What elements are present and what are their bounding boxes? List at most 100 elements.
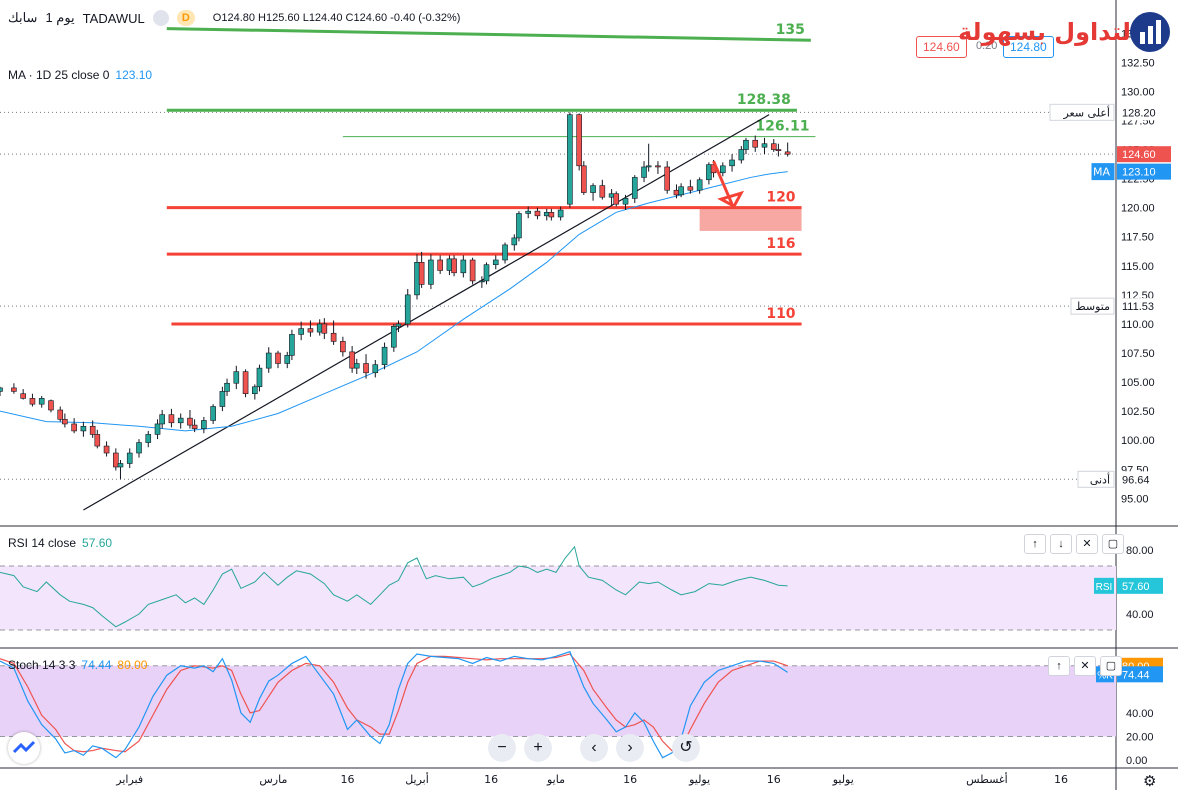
- candle-body: [511, 237, 518, 246]
- candle-body: [321, 323, 328, 334]
- candle-body: [340, 341, 346, 353]
- candle-body: [289, 334, 295, 356]
- candle-body: [622, 198, 629, 205]
- candle-body: [664, 166, 671, 191]
- candle-body: [381, 346, 388, 365]
- candle-body: [483, 264, 490, 282]
- candle-body: [761, 143, 768, 148]
- candle-body: [743, 139, 749, 150]
- price-tick-label: 110.00: [1121, 319, 1154, 331]
- candle-body: [645, 165, 652, 168]
- candle-body: [191, 424, 198, 429]
- candle-body: [673, 189, 680, 196]
- zoom-out-icon[interactable]: −: [488, 734, 516, 762]
- price-tag-bg-avg: [1070, 297, 1115, 315]
- ma-legend[interactable]: MA · 1D 25 close 0 123.10: [8, 68, 152, 82]
- price-label-avg: 111.53: [1122, 301, 1154, 313]
- rsi-value-bg: [1117, 577, 1163, 594]
- stoch-band: [0, 665, 1116, 737]
- candle-body: [80, 425, 87, 432]
- candle-body: [265, 352, 272, 369]
- ohlc-values: O124.80 H125.60 L124.40 C124.60 -0.40 (-…: [212, 12, 461, 24]
- price-label-bg-high: [1117, 104, 1171, 121]
- candle-body: [696, 179, 703, 191]
- sell-button[interactable]: 124.60: [916, 36, 967, 58]
- rsi-value: 57.60: [1122, 581, 1150, 593]
- rsi-legend[interactable]: RSI 14 close 57.60: [8, 536, 112, 550]
- close-icon[interactable]: ✕: [1074, 656, 1096, 676]
- level-line-135: [166, 27, 811, 42]
- gear-icon[interactable]: ⚙: [1143, 773, 1157, 790]
- buy-button[interactable]: 124.80: [1003, 36, 1054, 58]
- candle-body: [678, 186, 684, 196]
- price-label-bg-ma: [1117, 163, 1171, 180]
- stoch-k-line: [0, 650, 788, 759]
- candle-body: [89, 425, 96, 435]
- arrow-up-icon[interactable]: ↑: [1024, 534, 1046, 554]
- candle-body: [201, 420, 207, 429]
- scroll-left-icon[interactable]: ‹: [580, 734, 608, 762]
- candle-body: [580, 165, 587, 193]
- ma-legend-value: 123.10: [115, 68, 153, 82]
- time-tick-label: أغسطس: [966, 772, 1008, 786]
- close-icon[interactable]: ✕: [1076, 534, 1098, 554]
- candle-body: [145, 434, 152, 443]
- candle-body: [469, 259, 476, 282]
- level-label-128.38: 128.38: [737, 92, 791, 108]
- candle-body: [159, 414, 165, 425]
- candle-body: [752, 139, 759, 148]
- candle-body: [631, 177, 638, 199]
- candle-body: [154, 423, 161, 435]
- candle-body: [233, 371, 240, 384]
- candle-body: [608, 193, 615, 198]
- candle-body: [219, 391, 226, 407]
- candle-body: [252, 386, 258, 395]
- symbol-name[interactable]: سابك: [8, 10, 38, 25]
- level-label-120: 120: [766, 190, 795, 206]
- chart-header: سابك يوم 1 TADAWUL D O124.80 H125.60 L12…: [8, 10, 460, 26]
- target-zone: [699, 207, 802, 231]
- candle-body: [307, 328, 314, 333]
- candle-body: [20, 393, 26, 399]
- time-tick-label: فبراير: [115, 773, 143, 786]
- candle-body: [177, 417, 184, 424]
- delayed-badge[interactable]: D: [176, 10, 195, 26]
- arrow-up-icon[interactable]: ↑: [1048, 656, 1070, 676]
- price-tick-label: 130.00: [1121, 86, 1155, 98]
- tradingview-logo-icon[interactable]: [8, 732, 40, 764]
- price-tick-label: 100.00: [1121, 435, 1155, 447]
- zoom-in-icon[interactable]: +: [524, 734, 552, 762]
- candle-body: [567, 114, 573, 205]
- candle-body: [428, 259, 434, 285]
- stoch-legend[interactable]: Stoch 14 3 3 74.44 80.00: [8, 658, 147, 672]
- scroll-right-icon[interactable]: ›: [616, 734, 644, 762]
- candle-body: [451, 258, 457, 274]
- chart-navigation: − + ‹ › ↺: [488, 734, 700, 762]
- candle-body: [492, 259, 499, 265]
- maximize-icon[interactable]: ▢: [1102, 534, 1124, 554]
- arrow-down-icon[interactable]: ↓: [1050, 534, 1072, 554]
- candle-body: [275, 352, 281, 364]
- time-tick-label: يوليو: [832, 773, 854, 786]
- candle-body: [770, 143, 777, 150]
- down-arrow-head: [717, 190, 745, 209]
- interval-label[interactable]: يوم 1: [45, 10, 75, 25]
- rsi-tick-label: 40.00: [1126, 609, 1154, 621]
- maximize-icon[interactable]: ▢: [1100, 656, 1122, 676]
- exchange-label: TADAWUL: [82, 10, 145, 26]
- candle-body: [738, 149, 745, 161]
- candle-body: [395, 323, 402, 327]
- price-tag-avg: متوسط: [1075, 300, 1110, 313]
- candle-body: [94, 434, 101, 447]
- market-status-icon: [152, 10, 169, 26]
- watermark-logo: التداول بسهولة: [958, 18, 1140, 46]
- time-tick-label: مايو: [546, 773, 565, 786]
- candle-body: [330, 332, 337, 342]
- price-tick-label: 107.50: [1121, 348, 1155, 360]
- ma-line: [0, 171, 788, 432]
- time-tick-label: أبريل: [405, 772, 429, 786]
- time-tick-label: يوليو: [688, 773, 710, 786]
- reset-icon[interactable]: ↺: [672, 734, 700, 762]
- candle-body: [210, 406, 216, 421]
